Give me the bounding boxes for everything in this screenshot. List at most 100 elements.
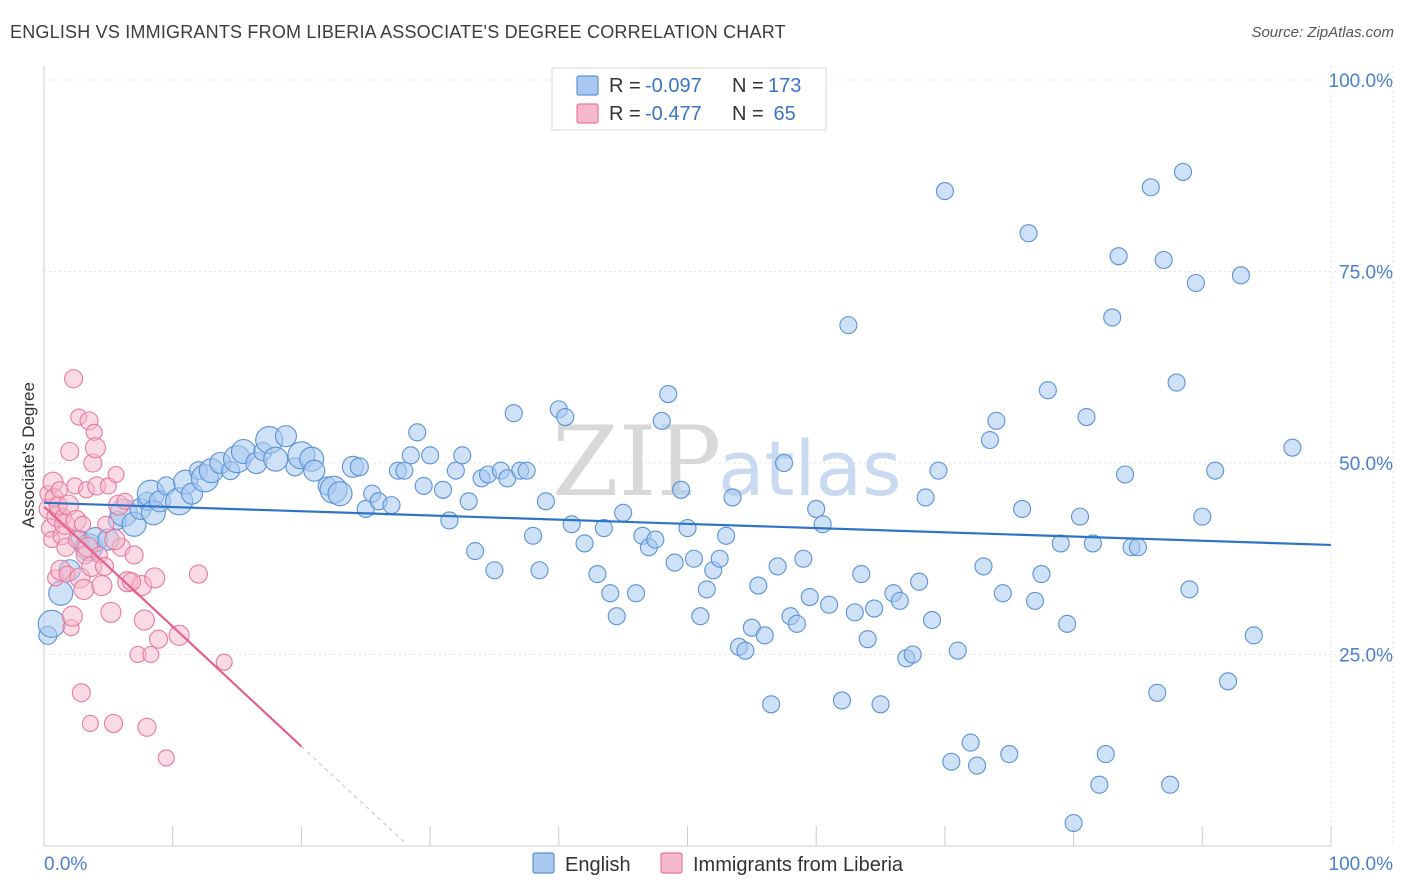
english-point bbox=[327, 481, 353, 507]
english-point bbox=[858, 630, 877, 649]
english-points bbox=[37, 162, 1302, 833]
english-point bbox=[922, 610, 942, 630]
legend-n-value-english: 173 bbox=[768, 75, 801, 97]
english-point bbox=[942, 752, 961, 771]
english-point bbox=[614, 503, 633, 522]
x-tick-label: 0.0% bbox=[44, 854, 87, 875]
english-point bbox=[1180, 580, 1199, 599]
liberia-point bbox=[215, 653, 233, 671]
english-point bbox=[1244, 626, 1263, 645]
english-point bbox=[1032, 565, 1051, 584]
english-point bbox=[678, 519, 697, 538]
series-legend-swatch-liberia bbox=[660, 852, 683, 874]
english-point bbox=[1109, 247, 1128, 266]
liberia-point bbox=[94, 556, 115, 576]
english-point bbox=[421, 446, 440, 465]
series-legend-label-liberia: Immigrants from Liberia bbox=[693, 854, 904, 876]
axes bbox=[43, 66, 1332, 847]
y-tick-label: 50.0% bbox=[1339, 454, 1393, 475]
english-trend-line bbox=[43, 501, 1332, 547]
english-point bbox=[852, 565, 871, 584]
english-point bbox=[948, 641, 967, 660]
english-point bbox=[736, 641, 755, 660]
liberia-point bbox=[168, 624, 190, 646]
english-point bbox=[980, 430, 999, 450]
liberia-point bbox=[71, 683, 91, 703]
watermark: ZIP atlas bbox=[552, 406, 902, 518]
english-point bbox=[274, 425, 298, 448]
english-point bbox=[1154, 250, 1173, 270]
english-point bbox=[1013, 499, 1032, 519]
liberia-trend-extension bbox=[300, 745, 405, 843]
legend-swatch-english bbox=[576, 75, 599, 96]
english-point bbox=[832, 691, 851, 710]
liberia-points bbox=[38, 369, 233, 767]
english-point bbox=[446, 461, 465, 480]
legend-n-value-liberia: 65 bbox=[768, 103, 796, 125]
english-point bbox=[263, 446, 289, 472]
y-axis-label: Associate's Degree bbox=[19, 382, 38, 528]
liberia-point bbox=[116, 492, 134, 510]
english-point bbox=[37, 609, 66, 638]
y-tick-label: 75.0% bbox=[1339, 263, 1393, 284]
english-point bbox=[890, 591, 909, 610]
liberia-point bbox=[64, 369, 84, 389]
english-point bbox=[607, 607, 626, 626]
english-point bbox=[382, 496, 401, 515]
english-point bbox=[652, 411, 671, 430]
english-point bbox=[1077, 407, 1096, 427]
english-point bbox=[408, 423, 427, 442]
english-point bbox=[1000, 745, 1019, 764]
english-point bbox=[987, 411, 1006, 430]
english-point bbox=[466, 542, 485, 561]
english-point bbox=[935, 182, 954, 201]
english-point bbox=[1019, 224, 1038, 243]
english-point bbox=[1283, 438, 1302, 457]
legend-r-label-liberia: R = bbox=[609, 103, 641, 125]
english-point bbox=[813, 515, 832, 534]
liberia-point bbox=[157, 749, 175, 767]
english-point bbox=[1103, 308, 1122, 327]
english-point bbox=[1128, 538, 1147, 557]
english-point bbox=[1096, 745, 1115, 764]
english-point bbox=[395, 461, 414, 480]
liberia-point bbox=[91, 575, 113, 597]
english-point bbox=[1193, 507, 1212, 526]
english-point bbox=[1116, 465, 1135, 484]
liberia-point bbox=[104, 529, 126, 551]
liberia-point bbox=[73, 578, 95, 600]
watermark-zip: ZIP bbox=[552, 406, 721, 518]
y-tick-label: 100.0% bbox=[1329, 71, 1394, 92]
legend-swatch-liberia bbox=[576, 103, 599, 124]
english-point bbox=[401, 446, 420, 465]
english-point bbox=[723, 488, 742, 507]
english-point bbox=[820, 595, 839, 614]
english-point bbox=[485, 561, 504, 580]
english-point bbox=[646, 530, 665, 549]
liberia-point bbox=[81, 714, 99, 732]
liberia-point bbox=[60, 441, 80, 462]
english-point bbox=[1231, 266, 1250, 285]
english-point bbox=[1058, 614, 1077, 633]
grid-lines bbox=[44, 66, 1394, 846]
english-point bbox=[787, 614, 806, 633]
english-point bbox=[433, 480, 453, 499]
x-tick-labels: 0.0% 100.0% bbox=[44, 854, 1393, 875]
english-point bbox=[626, 584, 646, 603]
english-point bbox=[1186, 273, 1205, 293]
english-point bbox=[755, 626, 774, 645]
liberia-point bbox=[84, 437, 107, 459]
legend-r-label-english: R = bbox=[609, 75, 641, 97]
english-point bbox=[1090, 775, 1109, 794]
english-point bbox=[717, 526, 736, 545]
english-point bbox=[961, 733, 980, 752]
english-point bbox=[1161, 775, 1180, 794]
english-point bbox=[1173, 162, 1193, 181]
english-point bbox=[1083, 534, 1102, 553]
y-tick-label: 25.0% bbox=[1339, 646, 1393, 667]
chart-source: Source: ZipAtlas.com bbox=[1251, 24, 1394, 41]
english-point bbox=[440, 511, 459, 530]
english-point bbox=[807, 499, 826, 519]
liberia-point bbox=[74, 515, 92, 533]
